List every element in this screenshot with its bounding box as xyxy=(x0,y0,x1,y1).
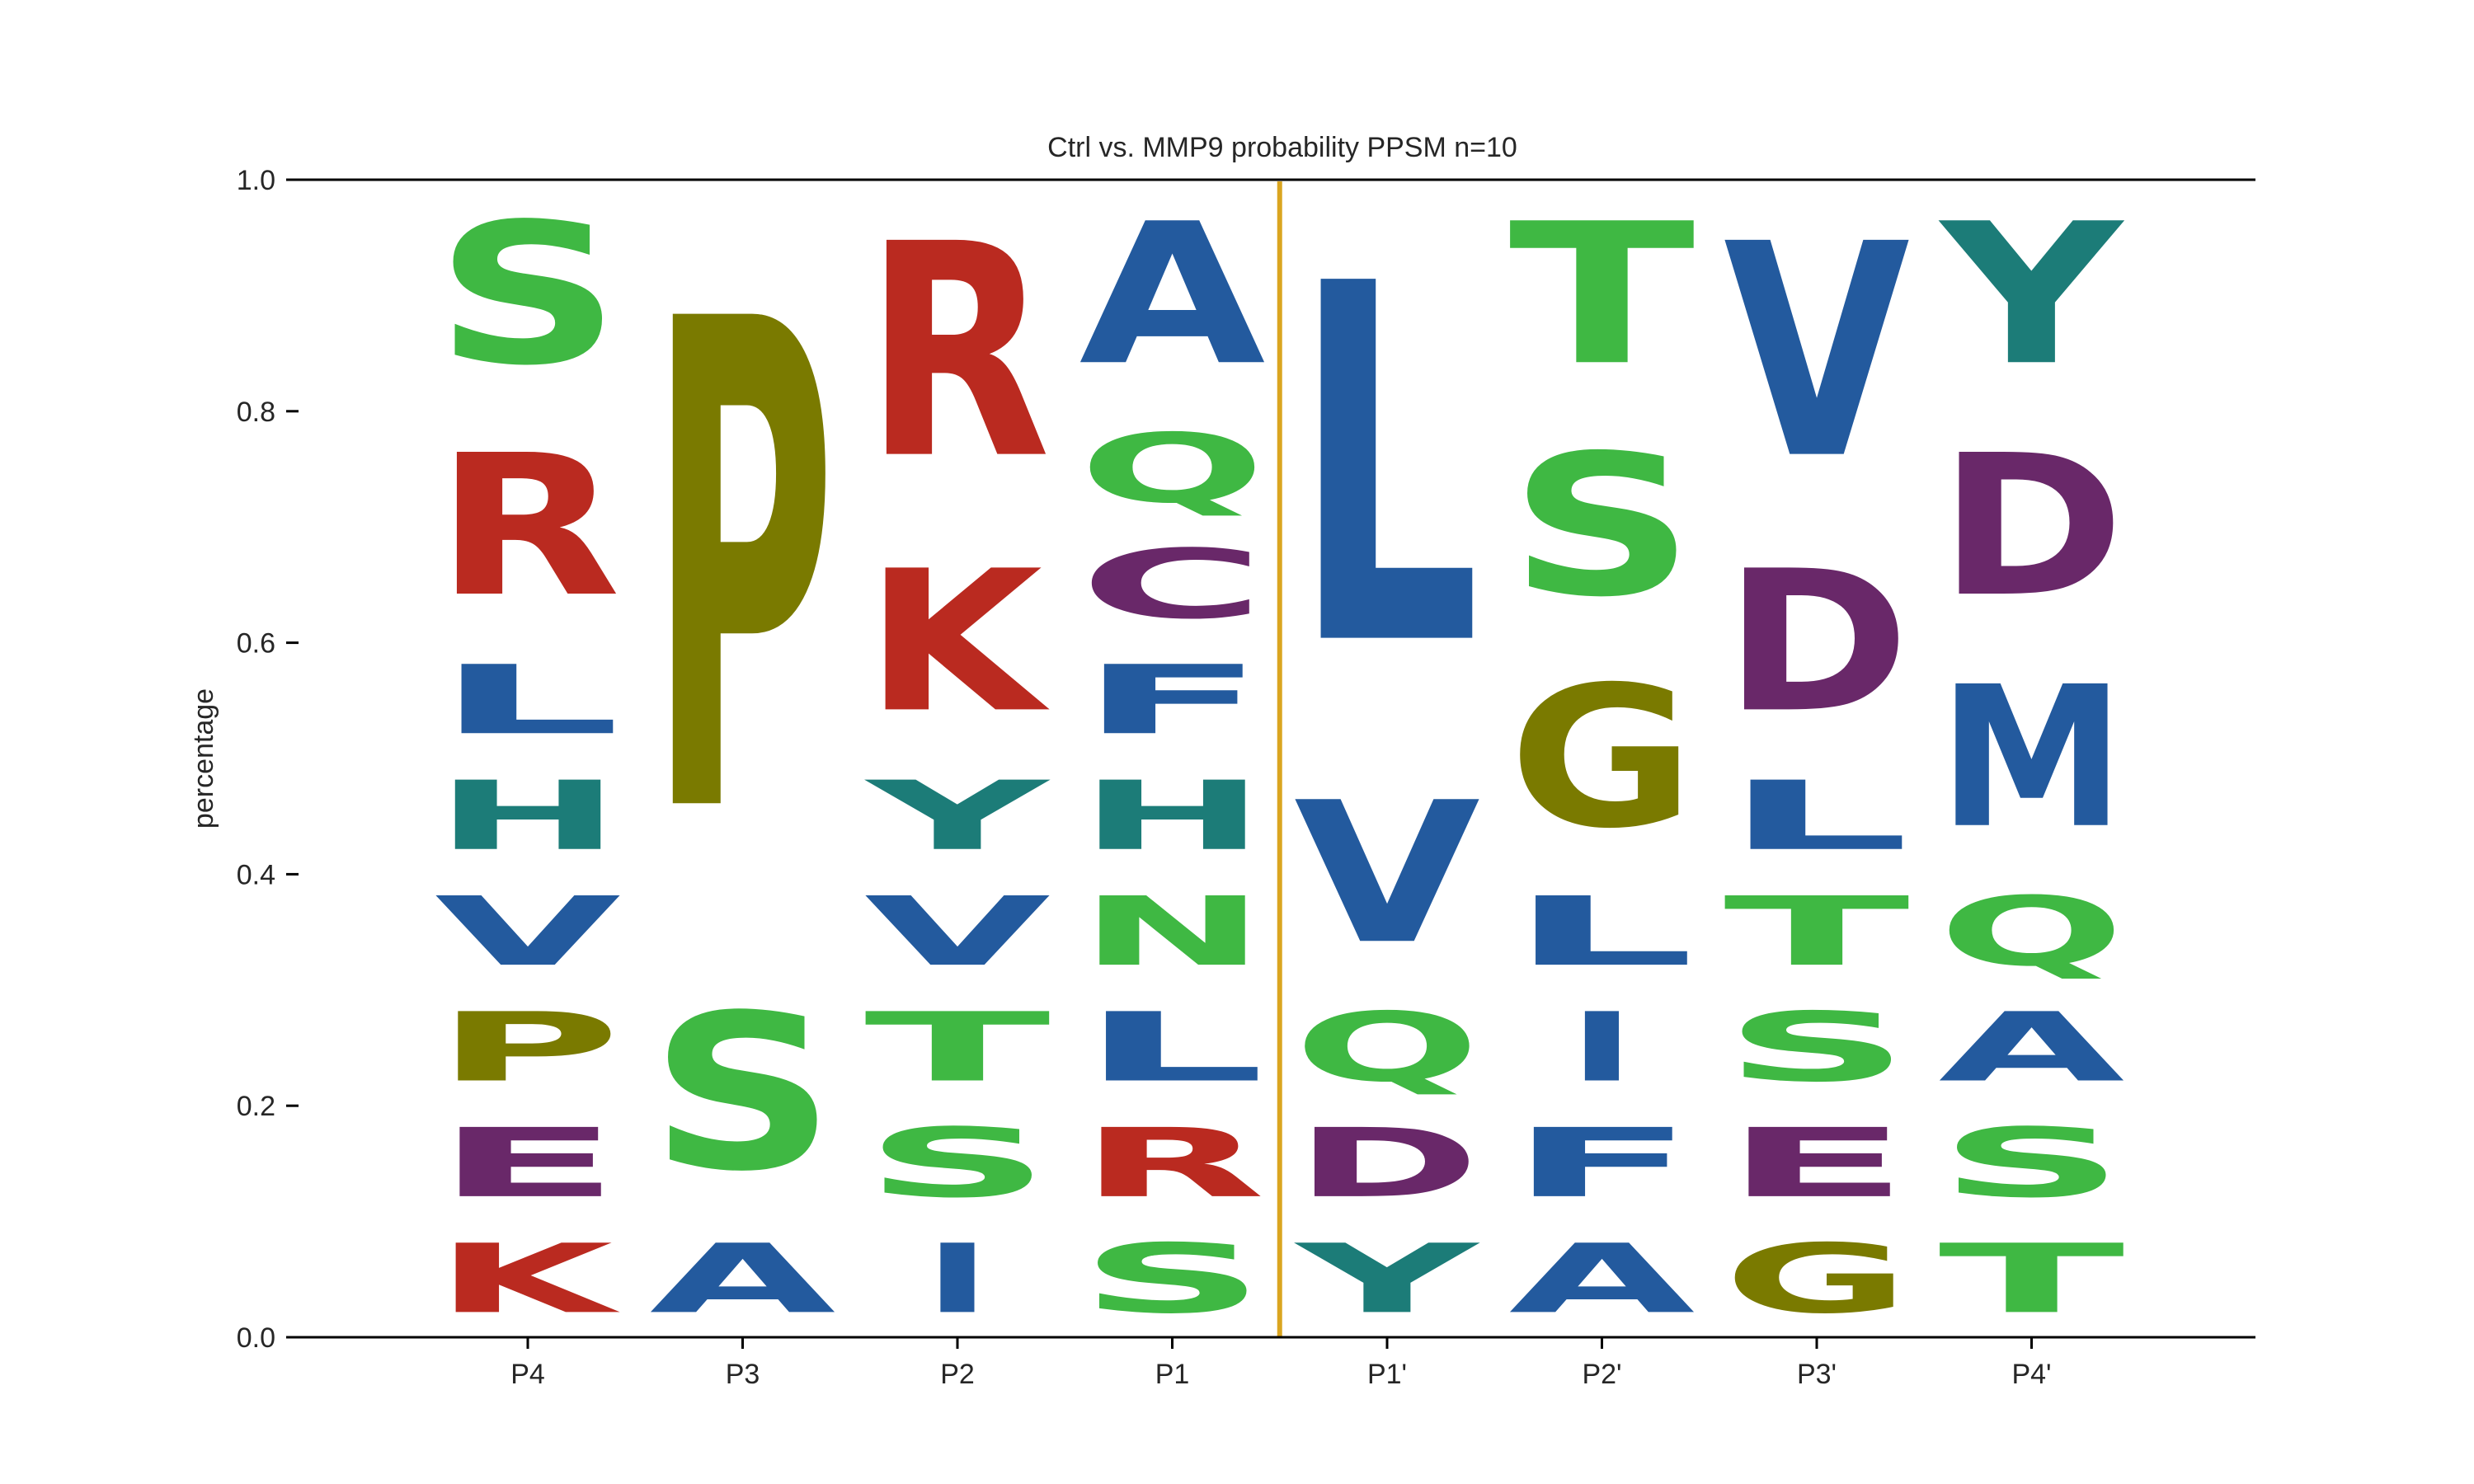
logo-letter-T: T xyxy=(1509,181,1697,408)
logo-letter-S: S xyxy=(1509,414,1696,640)
x-tick-label: P1' xyxy=(1367,1359,1407,1390)
logo-letter-A: A xyxy=(1939,993,2125,1103)
x-tick-label: P4' xyxy=(2011,1359,2051,1390)
logo-letter-S: S xyxy=(864,1108,1051,1219)
logo-letter-S: S xyxy=(1079,1223,1266,1334)
logo-letter-V: V xyxy=(864,877,1051,988)
logo-letter-L: L xyxy=(1724,761,1910,871)
logo-letter-R: R xyxy=(1079,1108,1266,1219)
logo-letter-T: T xyxy=(1939,1223,2125,1334)
logo-letter-F: F xyxy=(1079,646,1266,756)
logo-letter-L: L xyxy=(435,646,621,756)
logo-letter-Y: Y xyxy=(1293,1224,1480,1335)
logo-letter-D: D xyxy=(1294,1108,1480,1219)
x-tick-label: P3 xyxy=(726,1359,760,1390)
logo-letter-G: G xyxy=(1509,646,1696,871)
letter-stacks: KEPVHLRSASPISTVYKRSRLNHFCQAYDQVLAFILGSTG… xyxy=(435,181,2125,1335)
logo-letter-I: I xyxy=(1569,993,1635,1103)
logo-letter-R: R xyxy=(864,181,1051,524)
logo-letter-G: G xyxy=(1724,1223,1910,1334)
chart-title: Ctrl vs. MMP9 probability PPSM n=10 xyxy=(1047,132,1517,163)
logo-letter-S: S xyxy=(650,969,836,1218)
logo-letter-T: T xyxy=(1724,876,1910,987)
logo-letter-E: E xyxy=(1724,1108,1910,1219)
y-tick-label: 1.0 xyxy=(237,165,275,196)
logo-letter-A: A xyxy=(1079,182,1268,409)
logo-letter-Q: Q xyxy=(1079,414,1266,524)
logo-letter-L: L xyxy=(1079,993,1266,1103)
logo-letter-Y: Y xyxy=(863,761,1051,871)
logo-letter-K: K xyxy=(435,1224,620,1335)
x-tick-label: P2' xyxy=(1582,1359,1621,1390)
y-tick-label: 0.2 xyxy=(237,1091,275,1122)
logo-letter-P: P xyxy=(435,992,621,1102)
logo-letter-S: S xyxy=(435,182,621,408)
logo-letter-D: D xyxy=(1939,414,2125,640)
logo-letter-T: T xyxy=(864,993,1051,1103)
logo-letter-N: N xyxy=(1079,876,1266,987)
logo-letter-V: V xyxy=(1294,761,1482,988)
x-tick-label: P2 xyxy=(940,1359,975,1390)
logo-letter-S: S xyxy=(1724,993,1910,1103)
logo-letter-V: V xyxy=(435,877,621,988)
logo-letter-S: S xyxy=(1939,1108,2125,1219)
y-tick-label: 0.8 xyxy=(237,397,275,428)
y-tick-label: 0.6 xyxy=(237,628,275,660)
logo-letter-V: V xyxy=(1724,181,1912,524)
logo-letter-C: C xyxy=(1079,529,1266,640)
x-tick-label: P1 xyxy=(1155,1359,1190,1390)
logo-letter-Q: Q xyxy=(1939,877,2125,988)
logo-letter-K: K xyxy=(864,528,1051,755)
logo-letter-D: D xyxy=(1724,530,1910,756)
logo-letter-H: H xyxy=(1079,760,1266,871)
logo-letter-P: P xyxy=(650,181,836,962)
y-tick-label: 0.4 xyxy=(237,859,275,890)
logo-letter-A: A xyxy=(650,1224,836,1335)
logo-letter-L: L xyxy=(1294,181,1480,754)
logo-letter-A: A xyxy=(1509,1224,1696,1335)
logo-letter-Q: Q xyxy=(1294,993,1480,1103)
logo-letter-M: M xyxy=(1939,645,2125,871)
logo-letter-L: L xyxy=(1509,876,1696,987)
logo-letter-I: I xyxy=(924,1224,990,1335)
logo-letter-H: H xyxy=(435,760,621,871)
y-tick-label: 0.0 xyxy=(237,1322,275,1354)
logo-letter-Y: Y xyxy=(1937,182,2125,408)
x-tick-label: P3' xyxy=(1797,1359,1837,1390)
x-tick-label: P4 xyxy=(510,1359,545,1390)
axes: 0.0 0.2 0.4 0.6 0.8 1.0 P4 P3 P2 P1 P1' P2' P3' P4' xyxy=(237,165,2255,1390)
logo-letter-E: E xyxy=(435,1108,621,1219)
logo-letter-F: F xyxy=(1509,1108,1696,1219)
y-axis-label: percentage xyxy=(188,688,219,829)
logo-letter-R: R xyxy=(435,413,621,640)
